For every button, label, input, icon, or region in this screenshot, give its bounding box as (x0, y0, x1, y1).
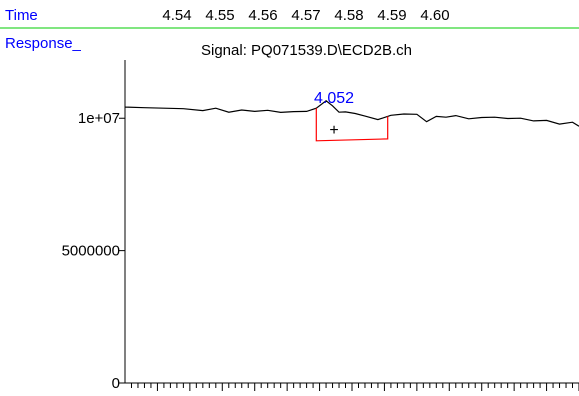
time-tick-label: 4.54 (162, 7, 191, 24)
time-tick-label: 4.56 (248, 7, 277, 24)
signal-line (124, 100, 579, 127)
time-tick-label: 4.59 (377, 7, 406, 24)
peak-label: 4.052 (314, 90, 354, 107)
time-tick-labels: 4.54 4.55 4.56 4.57 4.58 4.59 4.60 (162, 7, 449, 24)
time-tick-label: 4.60 (420, 7, 449, 24)
y-tick-label: 0 (112, 375, 120, 392)
y-tick-group: 0 5000000 1e+07 (62, 110, 125, 392)
time-tick-label: 4.55 (205, 7, 234, 24)
y-tick-label: 1e+07 (78, 110, 120, 127)
signal-title: Signal: PQ071539.D\ECD2B.ch (201, 42, 412, 59)
x-tick-marks (130, 383, 579, 391)
time-label: Time (5, 7, 38, 24)
y-tick-label: 5000000 (62, 243, 120, 260)
time-tick-label: 4.58 (334, 7, 363, 24)
integration-baseline (315, 108, 389, 142)
time-tick-label: 4.57 (291, 7, 320, 24)
peak-marker: + (329, 122, 338, 139)
response-label: Response_ (5, 35, 82, 52)
